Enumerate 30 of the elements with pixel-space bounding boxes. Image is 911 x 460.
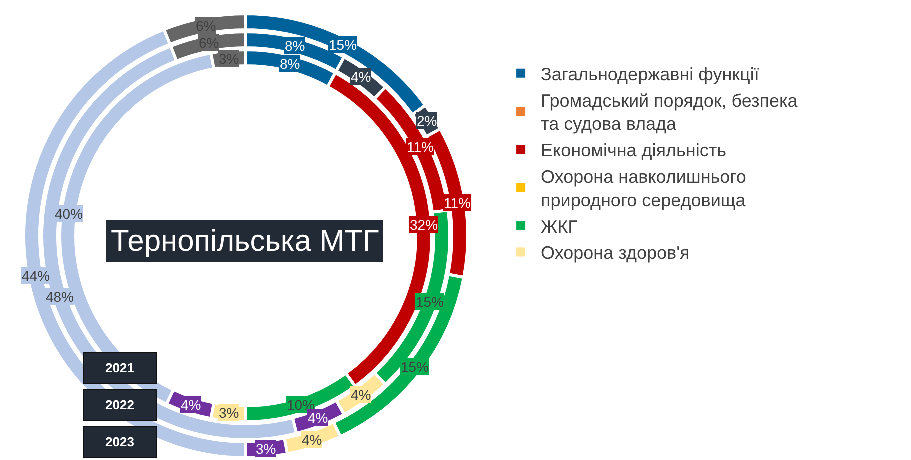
data-label: 40% — [55, 206, 84, 222]
data-label: 4% — [302, 432, 322, 448]
data-label: 2% — [417, 113, 438, 129]
data-label: 4% — [308, 410, 328, 426]
data-label: 48% — [46, 289, 74, 305]
data-label: 44% — [22, 268, 50, 284]
data-label: 15% — [329, 37, 358, 53]
data-label: 4% — [181, 397, 202, 413]
slice-label: 2023 — [106, 434, 134, 450]
legend-label: Охорона навколишнього природного середовища — [541, 167, 747, 210]
data-label: 32% — [410, 217, 438, 233]
slice-label: 2021 — [106, 360, 134, 376]
legend-label: Охорона здоров'я — [541, 243, 690, 264]
data-label: 15% — [401, 359, 430, 375]
data-label: 10% — [287, 397, 316, 413]
slice-label: 2022 — [106, 398, 134, 412]
legend-label: Громадський порядок, безпека та судова влада — [541, 90, 799, 134]
data-label: 11% — [407, 139, 434, 155]
legend-label: ЖКГ — [541, 216, 578, 237]
data-label: 3% — [219, 405, 240, 421]
data-label: 4% — [351, 69, 372, 85]
data-label: 15% — [416, 294, 444, 310]
data-label: 3% — [256, 441, 276, 457]
data-label: 11% — [444, 195, 471, 211]
data-label: 8% — [280, 56, 300, 72]
legend-label: Економічна діяльність — [541, 140, 727, 161]
text: Тернопільська МТГ — [111, 225, 380, 258]
data-label: 8% — [285, 38, 306, 54]
data-label: 4% — [351, 387, 372, 403]
legend-label: Загальнодержавні функції — [541, 64, 760, 84]
